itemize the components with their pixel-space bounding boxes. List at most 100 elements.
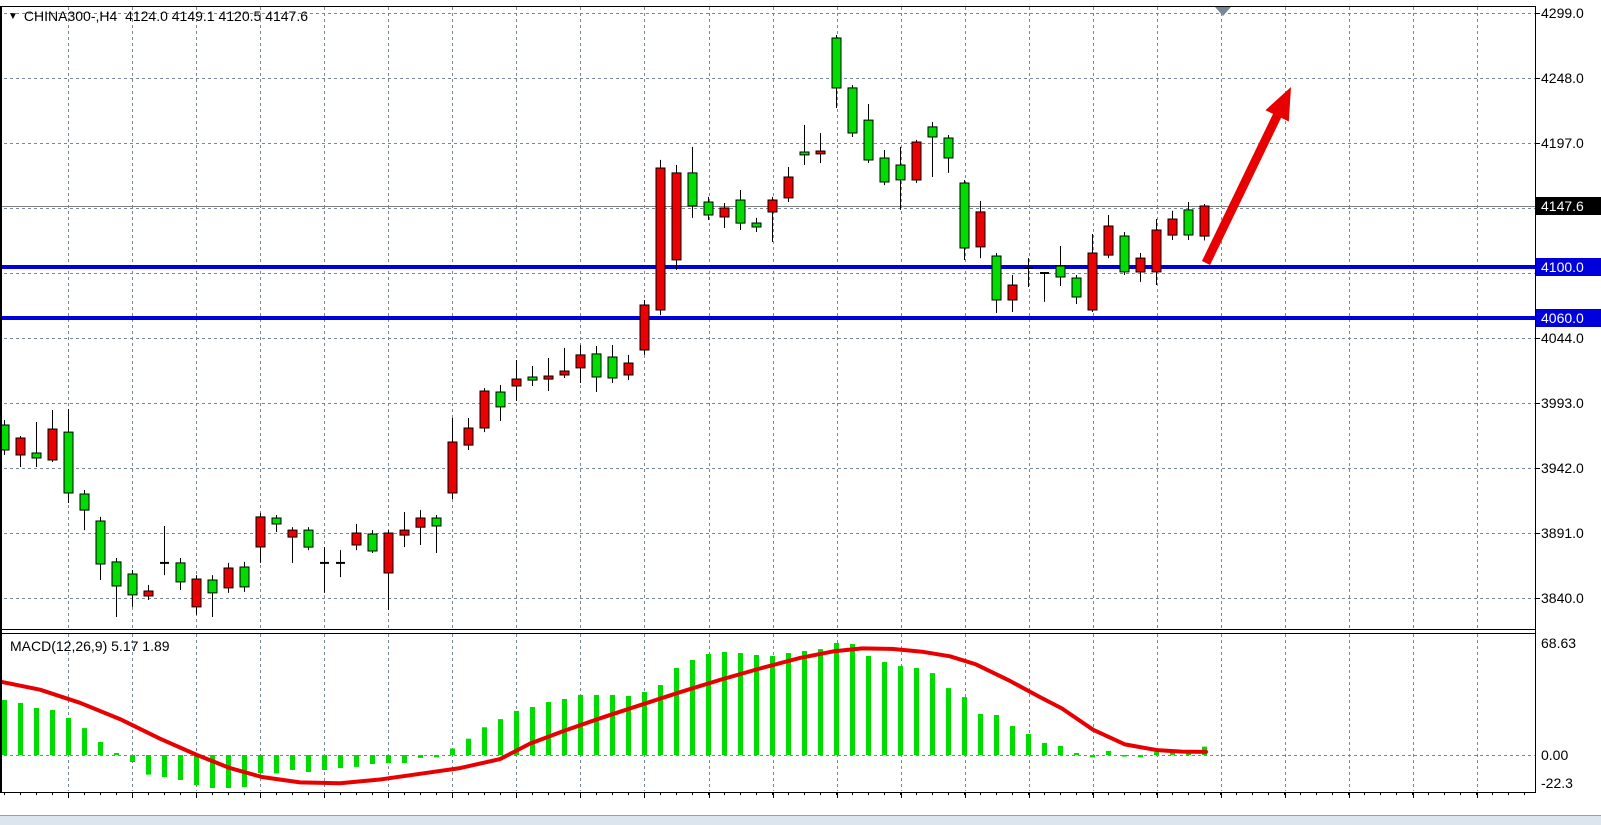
- candle: [271, 515, 282, 532]
- price-axis-tick: [1536, 533, 1540, 534]
- time-axis-minor-tick: [1524, 792, 1525, 795]
- candle: [879, 150, 890, 186]
- time-axis-minor-tick: [228, 792, 229, 795]
- time-axis-minor-tick: [900, 792, 901, 795]
- time-axis-minor-tick: [164, 792, 165, 795]
- candle: [991, 253, 1002, 313]
- price-axis-tick: [1536, 143, 1540, 144]
- time-axis-major-tick: [1285, 792, 1286, 798]
- panel-separator-lower: [2, 633, 1535, 634]
- time-axis-minor-tick: [996, 792, 997, 795]
- time-axis-minor-tick: [788, 792, 789, 795]
- trend-arrow-head[interactable]: [1265, 87, 1291, 122]
- time-axis-minor-tick: [628, 792, 629, 795]
- time-axis-minor-tick: [100, 792, 101, 795]
- chart-shift-marker-icon[interactable]: [1215, 7, 1231, 16]
- time-axis-major-tick: [68, 792, 69, 798]
- time-axis[interactable]: 15 Dec 202221 Dec 01:3027 Dec 01:303 Jan…: [0, 792, 1601, 815]
- candle: [0, 420, 10, 455]
- level-price-badge: 4060.0: [1536, 309, 1601, 327]
- trend-arrow-line[interactable]: [1201, 110, 1283, 265]
- candle: [783, 167, 794, 202]
- candle: [607, 345, 618, 383]
- time-axis-minor-tick: [148, 792, 149, 795]
- time-axis-major-tick: [452, 792, 453, 798]
- candle: [47, 410, 58, 462]
- time-axis-minor-tick: [724, 792, 725, 795]
- macd-axis-label: 68.63: [1541, 635, 1577, 651]
- price-gridline: [4, 338, 1535, 339]
- time-axis-minor-tick: [804, 792, 805, 795]
- time-axis-minor-tick: [532, 792, 533, 795]
- candle: [1071, 275, 1082, 304]
- symbol-dropdown-icon[interactable]: ▼: [8, 11, 18, 22]
- price-axis-label: 3993.0: [1541, 395, 1584, 411]
- candle: [63, 409, 74, 503]
- candle: [336, 550, 345, 578]
- price-gridline: [4, 533, 1535, 534]
- time-gridline: [196, 634, 197, 791]
- horizontal-level-line[interactable]: [2, 265, 1535, 269]
- macd-signal-line: [0, 646, 1208, 786]
- time-axis-minor-tick: [1412, 792, 1413, 795]
- time-axis-minor-tick: [180, 792, 181, 795]
- time-axis-minor-tick: [772, 792, 773, 795]
- candle: [751, 217, 762, 232]
- time-axis-minor-tick: [372, 792, 373, 795]
- macd-panel-bottom-border: [2, 792, 1535, 793]
- time-axis-minor-tick: [820, 792, 821, 795]
- time-gridline: [1157, 634, 1158, 791]
- time-axis-minor-tick: [1028, 792, 1029, 795]
- time-axis-minor-tick: [1124, 792, 1125, 795]
- right-axis-border: [1535, 6, 1536, 793]
- candle: [479, 388, 490, 433]
- time-gridline: [1285, 634, 1286, 791]
- time-axis-minor-tick: [1316, 792, 1317, 795]
- time-gridline: [1413, 634, 1414, 791]
- candle: [639, 300, 650, 355]
- time-gridline: [260, 634, 261, 791]
- time-axis-minor-tick: [404, 792, 405, 795]
- candle: [911, 139, 922, 183]
- time-axis-minor-tick: [1364, 792, 1365, 795]
- candle: [320, 547, 329, 593]
- candle: [559, 347, 570, 378]
- candle: [415, 510, 426, 545]
- time-gridline: [388, 634, 389, 791]
- horizontal-level-line[interactable]: [2, 316, 1535, 320]
- time-axis-minor-tick: [1220, 792, 1221, 795]
- candle: [255, 513, 266, 563]
- price-gridline: [4, 143, 1535, 144]
- time-axis-minor-tick: [1204, 792, 1205, 795]
- status-bar: [0, 815, 1601, 825]
- time-axis-minor-tick: [692, 792, 693, 795]
- price-axis-label: 3840.0: [1541, 590, 1584, 606]
- candle: [799, 125, 810, 165]
- time-axis-minor-tick: [1284, 792, 1285, 795]
- time-axis-major-tick: [901, 792, 902, 798]
- candle: [1024, 258, 1033, 287]
- candle: [831, 35, 842, 108]
- time-axis-minor-tick: [1396, 792, 1397, 795]
- time-axis-minor-tick: [1092, 792, 1093, 795]
- time-axis-major-tick: [709, 792, 710, 798]
- candle: [511, 360, 522, 401]
- time-axis-minor-tick: [420, 792, 421, 795]
- candle: [687, 146, 698, 218]
- time-axis-minor-tick: [1172, 792, 1173, 795]
- price-gridline: [4, 468, 1535, 469]
- time-axis-major-tick: [1349, 792, 1350, 798]
- time-gridline: [1093, 634, 1094, 791]
- candle: [175, 558, 186, 590]
- candle: [1167, 210, 1178, 240]
- candle: [623, 354, 634, 381]
- macd-axis-label: -22.3: [1541, 775, 1573, 791]
- price-axis-label: 3891.0: [1541, 525, 1584, 541]
- price-axis[interactable]: 4299.0 4248.0 4197.0 4044.0 3993.0 3942.0 3891…: [1536, 0, 1601, 792]
- candle: [399, 512, 410, 547]
- time-axis-major-tick: [516, 792, 517, 798]
- price-axis-tick: [1536, 598, 1540, 599]
- time-axis-minor-tick: [1492, 792, 1493, 795]
- time-gridline: [1477, 634, 1478, 791]
